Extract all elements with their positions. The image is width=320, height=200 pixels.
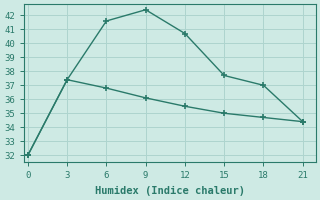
X-axis label: Humidex (Indice chaleur): Humidex (Indice chaleur) xyxy=(95,186,245,196)
